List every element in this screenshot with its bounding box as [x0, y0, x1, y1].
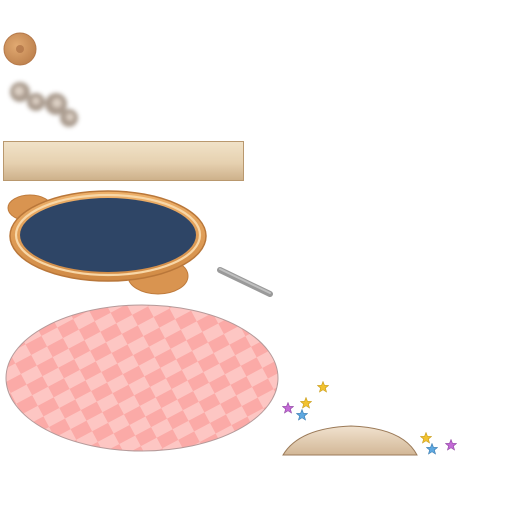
star-sparkle	[426, 443, 438, 455]
wooden-shelf-board	[3, 141, 244, 181]
pink-checkered-rug	[5, 304, 279, 452]
star-sparkle	[420, 432, 432, 444]
star-sparkle	[300, 397, 312, 409]
star-sparkle	[317, 381, 329, 393]
cookie-ball	[3, 32, 37, 66]
sand-mound	[282, 425, 418, 456]
bear-ear-tray	[7, 190, 207, 295]
star-sparkle	[282, 402, 294, 414]
grey-stick	[217, 267, 273, 297]
smoke-puffs	[10, 82, 78, 127]
star-sparkle	[296, 409, 308, 421]
star-sparkle	[445, 439, 457, 451]
